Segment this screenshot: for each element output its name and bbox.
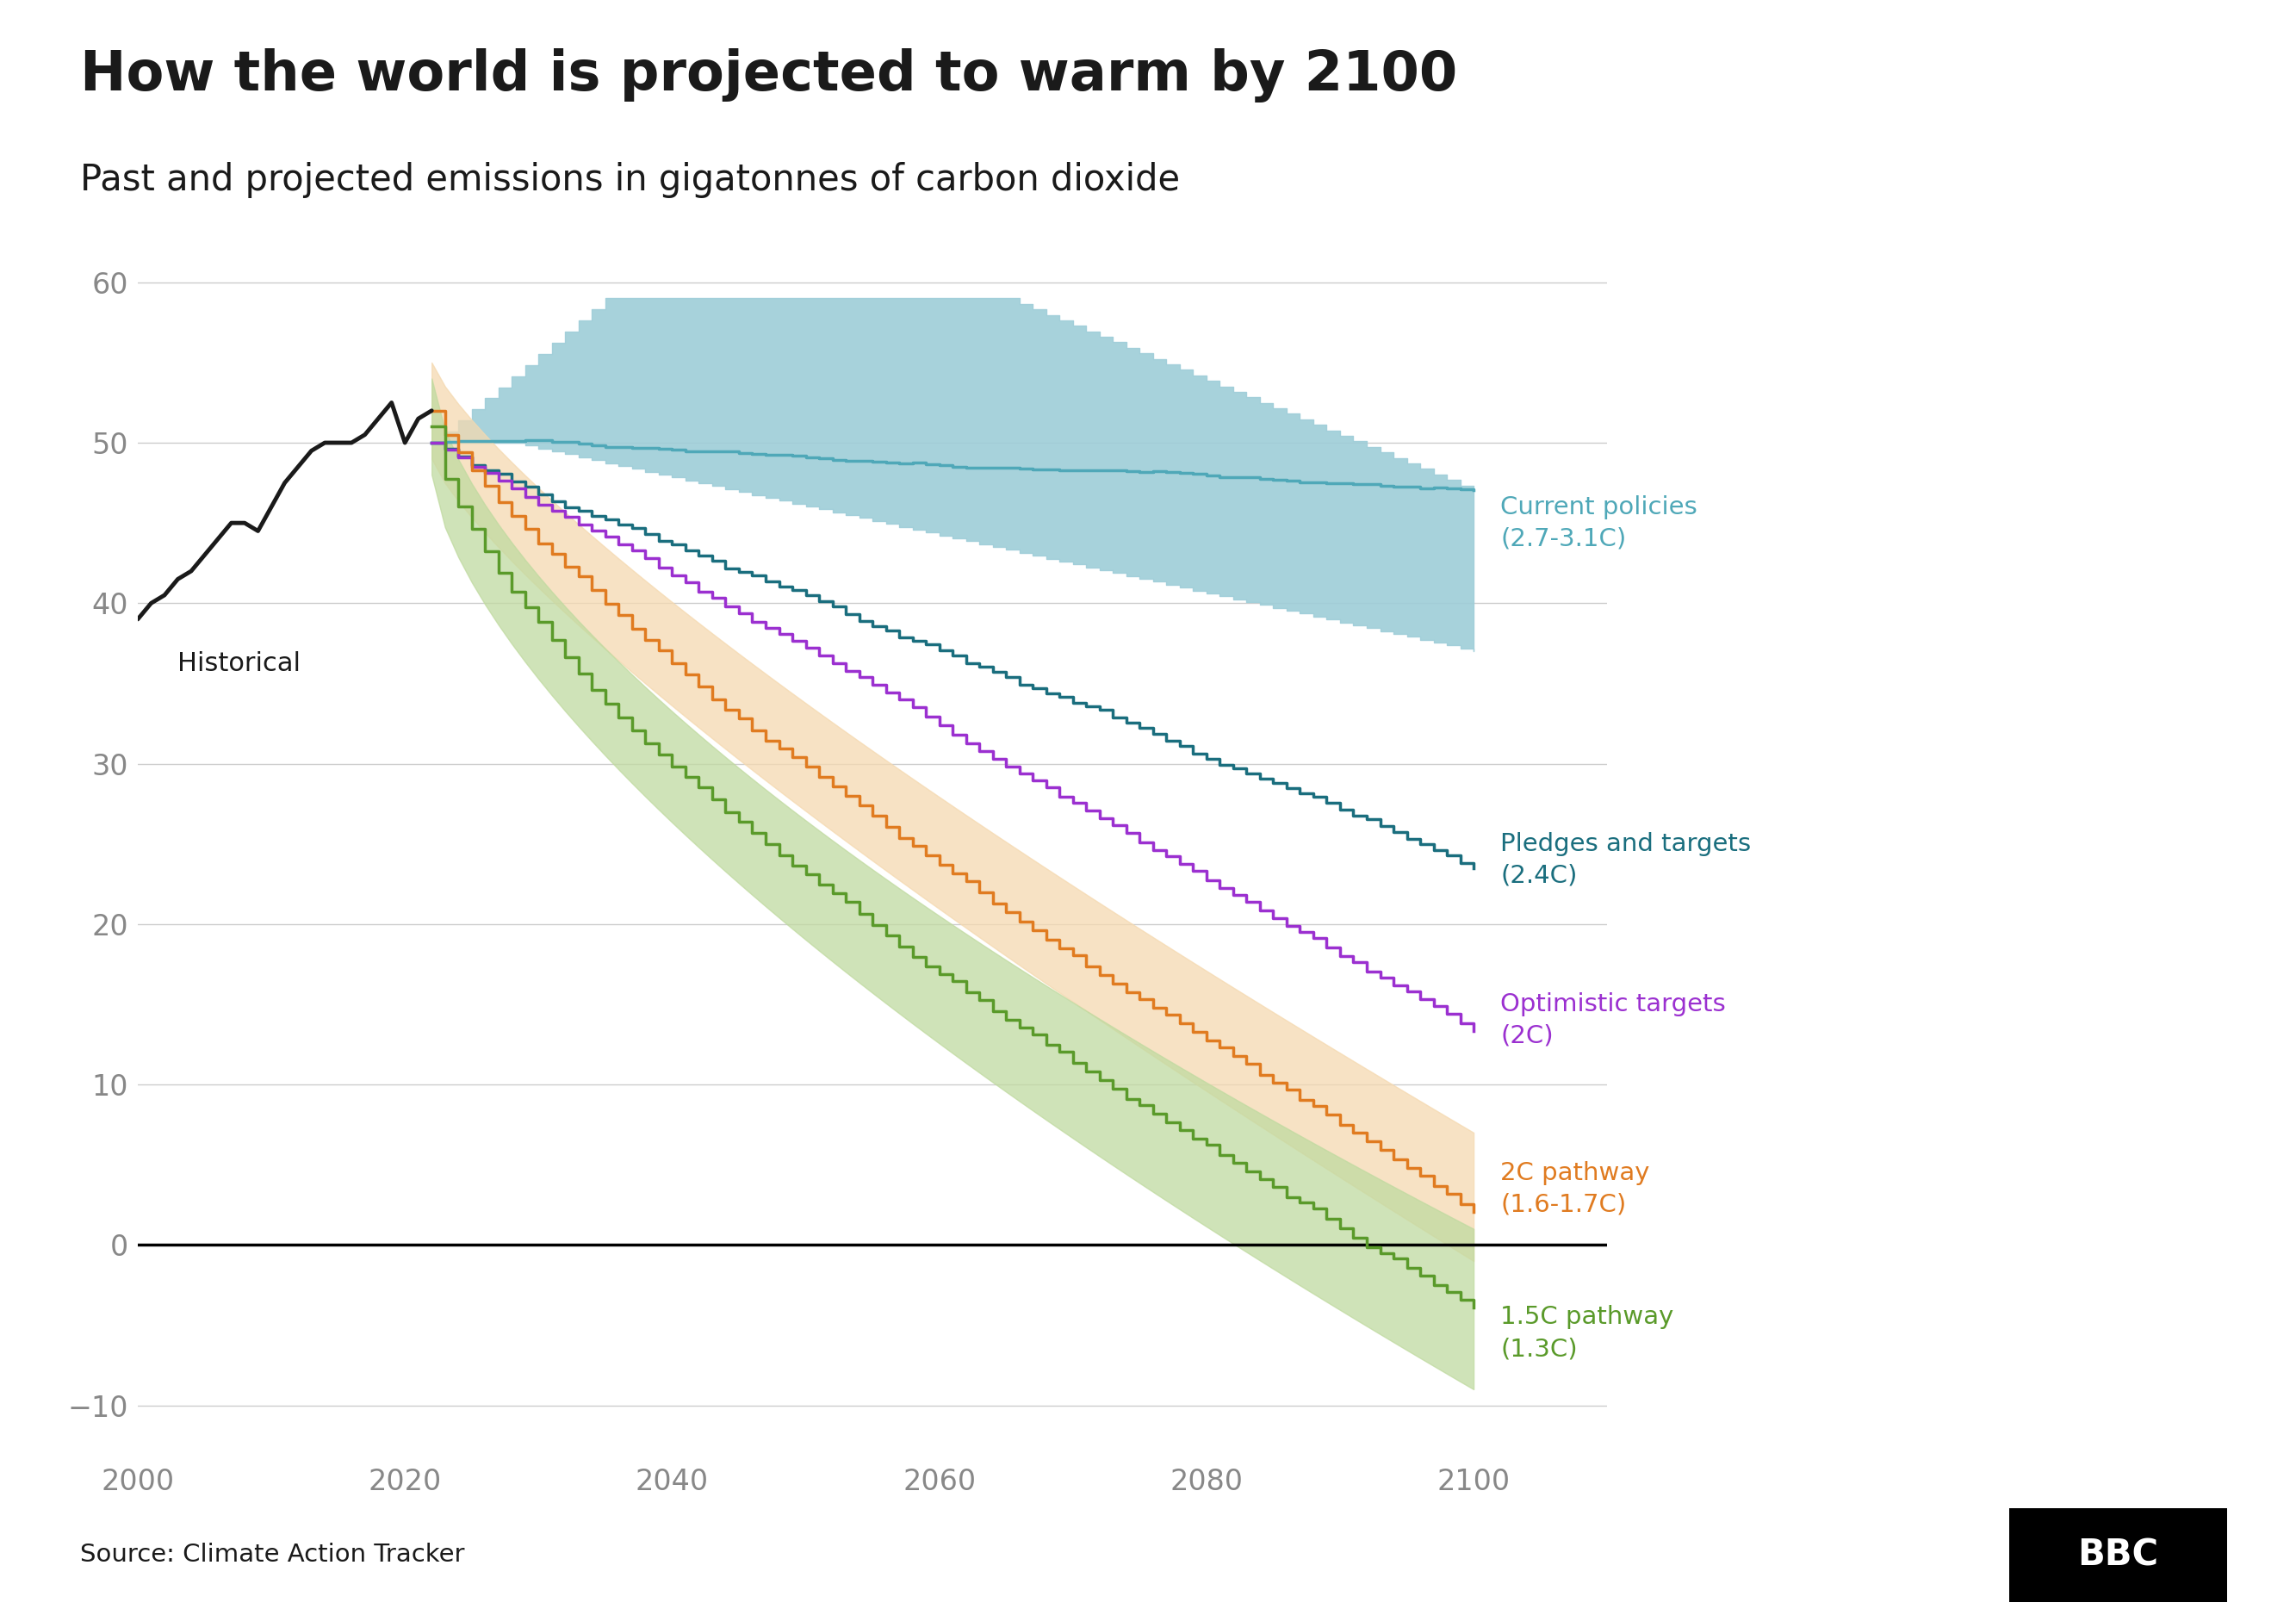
Text: Source: Climate Action Tracker: Source: Climate Action Tracker	[80, 1542, 464, 1567]
Text: How the world is projected to warm by 2100: How the world is projected to warm by 21…	[80, 48, 1458, 103]
Text: 2C pathway
(1.6-1.7C): 2C pathway (1.6-1.7C)	[1499, 1161, 1651, 1216]
Text: Current policies
(2.7-3.1C): Current policies (2.7-3.1C)	[1499, 496, 1697, 551]
Text: Pledges and targets
(2.4C): Pledges and targets (2.4C)	[1499, 832, 1752, 888]
Text: Past and projected emissions in gigatonnes of carbon dioxide: Past and projected emissions in gigatonn…	[80, 162, 1180, 197]
Text: Optimistic targets
(2C): Optimistic targets (2C)	[1499, 992, 1727, 1048]
Text: Historical: Historical	[177, 651, 301, 677]
Text: 1.5C pathway
(1.3C): 1.5C pathway (1.3C)	[1499, 1305, 1674, 1361]
Text: BBC: BBC	[2078, 1537, 2158, 1573]
